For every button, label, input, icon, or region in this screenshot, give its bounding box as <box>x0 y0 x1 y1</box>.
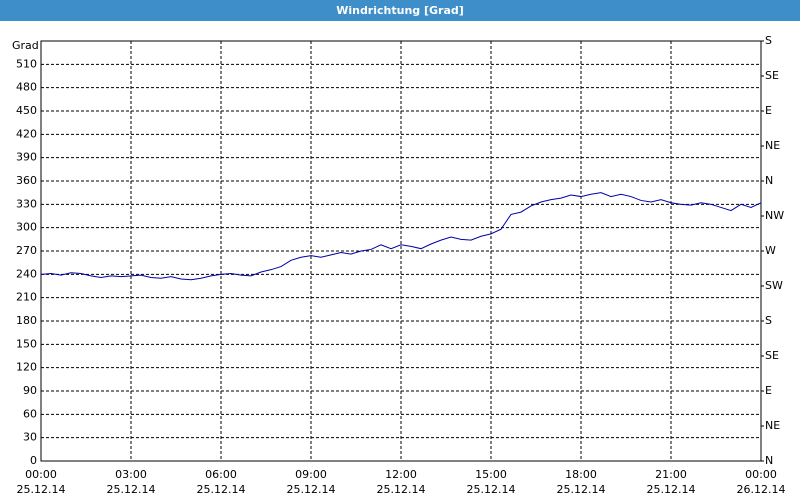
x-tick-label: 06:00 <box>205 468 237 481</box>
y-tick-label: 360 <box>16 174 37 187</box>
y-tick-label: 300 <box>16 221 37 234</box>
y-tick-label: 330 <box>16 197 37 210</box>
x-tick-date: 25.12.14 <box>467 483 516 496</box>
x-tick-date: 25.12.14 <box>17 483 66 496</box>
x-tick-date: 25.12.14 <box>647 483 696 496</box>
y2-tick-label: SE <box>765 349 779 362</box>
y-tick-label: 210 <box>16 291 37 304</box>
y-tick-label: 480 <box>16 81 37 94</box>
y2-tick-label: N <box>765 454 773 467</box>
y2-tick-label: S <box>765 34 772 47</box>
y2-tick-label: SE <box>765 69 779 82</box>
y2-tick-label: W <box>765 244 776 257</box>
y-tick-label: 450 <box>16 104 37 117</box>
chart-title: Windrichtung [Grad] <box>336 4 464 17</box>
y2-tick-label: S <box>765 314 772 327</box>
y-tick-label: 180 <box>16 314 37 327</box>
x-tick-label: 18:00 <box>565 468 597 481</box>
x-tick-date: 25.12.14 <box>287 483 336 496</box>
y2-tick-label: E <box>765 104 772 117</box>
y-tick-label: 150 <box>16 337 37 350</box>
y2-tick-label: SW <box>765 279 783 292</box>
x-tick-label: 09:00 <box>295 468 327 481</box>
y-axis-label: Grad <box>12 39 39 52</box>
y-tick-label: 60 <box>23 407 37 420</box>
y2-tick-label: NE <box>765 419 780 432</box>
y-tick-label: 510 <box>16 57 37 70</box>
x-tick-date: 26.12.14 <box>737 483 786 496</box>
y-tick-label: 420 <box>16 127 37 140</box>
x-tick-date: 25.12.14 <box>557 483 606 496</box>
y-tick-label: 240 <box>16 267 37 280</box>
x-tick-label: 21:00 <box>655 468 687 481</box>
y2-tick-label: NW <box>765 209 784 222</box>
x-tick-label: 15:00 <box>475 468 507 481</box>
data-line <box>40 192 762 281</box>
x-tick-date: 25.12.14 <box>197 483 246 496</box>
y2-tick-label: N <box>765 174 773 187</box>
x-tick-label: 03:00 <box>115 468 147 481</box>
x-tick-date: 25.12.14 <box>107 483 156 496</box>
y-tick-label: 120 <box>16 361 37 374</box>
y-tick-label: 270 <box>16 244 37 257</box>
y-tick-label: 0 <box>30 454 37 467</box>
y-tick-label: 30 <box>23 431 37 444</box>
x-tick-label: 12:00 <box>385 468 417 481</box>
x-tick-label: 00:00 <box>745 468 777 481</box>
y-tick-label: 90 <box>23 384 37 397</box>
y-tick-label: 390 <box>16 151 37 164</box>
x-tick-label: 00:00 <box>25 468 57 481</box>
title-bar <box>0 0 800 21</box>
x-tick-date: 25.12.14 <box>377 483 426 496</box>
y2-tick-label: NE <box>765 139 780 152</box>
y2-tick-label: E <box>765 384 772 397</box>
